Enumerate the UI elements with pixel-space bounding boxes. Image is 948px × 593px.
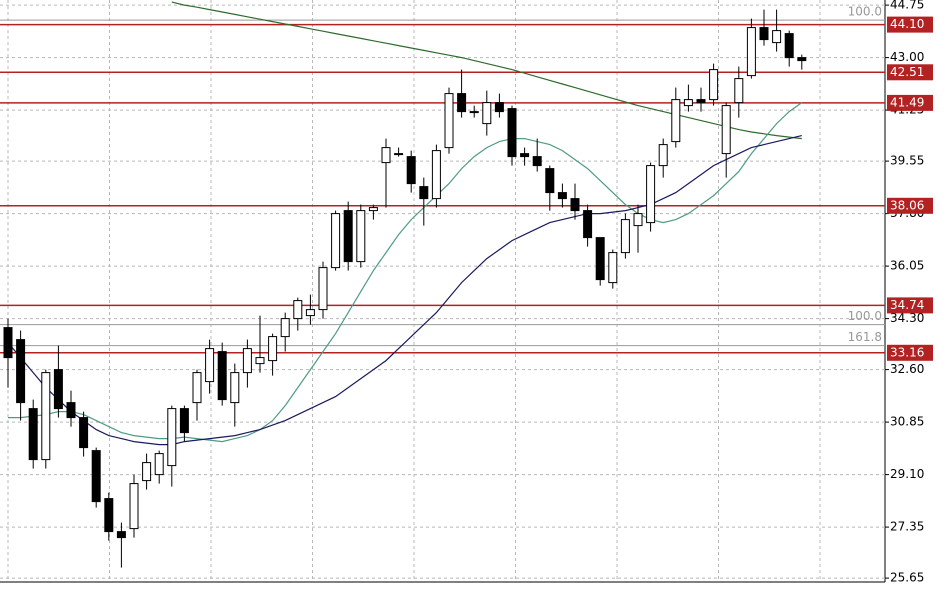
candle-body	[406, 156, 416, 185]
y-tick-label: 32.60	[890, 362, 924, 376]
fib-label: 161.8	[848, 330, 882, 344]
candle-body	[242, 348, 252, 374]
candle-body	[28, 408, 38, 461]
candle-body	[230, 372, 240, 404]
candle-body	[671, 99, 681, 143]
candle-body	[41, 372, 51, 461]
candle-body	[709, 69, 719, 101]
candle-body	[620, 219, 630, 254]
candle-body	[520, 153, 530, 158]
candle-body	[142, 462, 152, 482]
fib-label: 100.0	[848, 309, 882, 323]
candle-body	[444, 93, 454, 149]
candle-body	[91, 450, 101, 503]
candle-body	[784, 33, 794, 59]
candle-body	[494, 102, 504, 113]
y-tick-label: 27.35	[890, 520, 924, 534]
candle-body	[557, 192, 567, 200]
candle-body	[368, 207, 378, 212]
level-label: 44.10	[890, 17, 924, 31]
candle-body	[305, 309, 315, 317]
candle-body	[268, 336, 278, 362]
candle-body	[3, 327, 13, 359]
candle-body	[192, 372, 202, 404]
candle-body	[721, 105, 731, 155]
candle-body	[633, 213, 643, 227]
candle-body	[482, 102, 492, 125]
level-box	[887, 297, 933, 314]
candle-body	[583, 210, 593, 239]
level-label: 34.74	[890, 298, 924, 312]
candle-body	[255, 357, 265, 365]
candle-body	[205, 348, 215, 383]
candle-body	[217, 351, 227, 401]
y-tick-label: 36.05	[890, 259, 924, 273]
level-box	[887, 16, 933, 33]
level-label: 38.06	[890, 198, 924, 212]
level-label: 42.51	[890, 65, 924, 79]
candle-body	[129, 483, 139, 530]
candle-body	[179, 408, 189, 434]
candle-body	[66, 402, 76, 419]
candle-body	[759, 27, 769, 41]
candle-body	[343, 210, 353, 263]
candle-body	[746, 27, 756, 77]
candle-body	[608, 252, 618, 284]
fib-label: 100.0	[848, 5, 882, 19]
candle-body	[419, 186, 429, 200]
candle-body	[570, 198, 580, 212]
candle-body	[658, 144, 668, 167]
candle-body	[734, 78, 744, 104]
level-box	[887, 344, 933, 361]
moving-average-line	[8, 102, 803, 443]
candle-body	[104, 498, 114, 533]
candle-body	[797, 57, 807, 62]
candle-body	[154, 453, 164, 476]
candle-body	[696, 99, 706, 104]
candle-body	[381, 147, 391, 164]
candle-body	[772, 30, 782, 44]
candle-body	[595, 237, 605, 281]
candle-body	[545, 168, 555, 194]
candle-body	[318, 267, 328, 311]
y-tick-label: 34.30	[890, 311, 924, 325]
candle-body	[116, 531, 126, 539]
y-tick-label: 43.00	[890, 50, 924, 64]
candle-body	[457, 93, 467, 113]
candle-body	[16, 339, 26, 404]
level-box	[887, 64, 933, 81]
candle-body	[394, 153, 404, 156]
candle-body	[53, 369, 63, 410]
candle-body	[646, 165, 656, 224]
level-box	[887, 94, 933, 111]
level-label: 33.16	[890, 345, 924, 359]
level-box	[887, 197, 933, 214]
moving-average-line	[7, 135, 802, 446]
candle-body	[431, 150, 441, 200]
y-tick-label: 29.10	[890, 467, 924, 481]
candle-body	[79, 417, 89, 449]
candle-body	[280, 318, 290, 338]
moving-average-line	[171, 1, 802, 140]
candle-body	[293, 300, 303, 320]
y-tick-label: 44.75	[890, 0, 924, 12]
y-tick-label: 25.65	[890, 571, 924, 585]
candle-body	[683, 99, 693, 107]
candle-body	[507, 108, 517, 158]
candle-body	[167, 408, 177, 467]
y-tick-label: 30.85	[890, 415, 924, 429]
y-tick-label: 39.55	[890, 154, 924, 168]
candle-body	[469, 111, 479, 114]
candle-body	[331, 213, 341, 269]
candle-body	[532, 156, 542, 167]
level-label: 41.49	[890, 95, 924, 109]
candle-body	[356, 210, 366, 263]
